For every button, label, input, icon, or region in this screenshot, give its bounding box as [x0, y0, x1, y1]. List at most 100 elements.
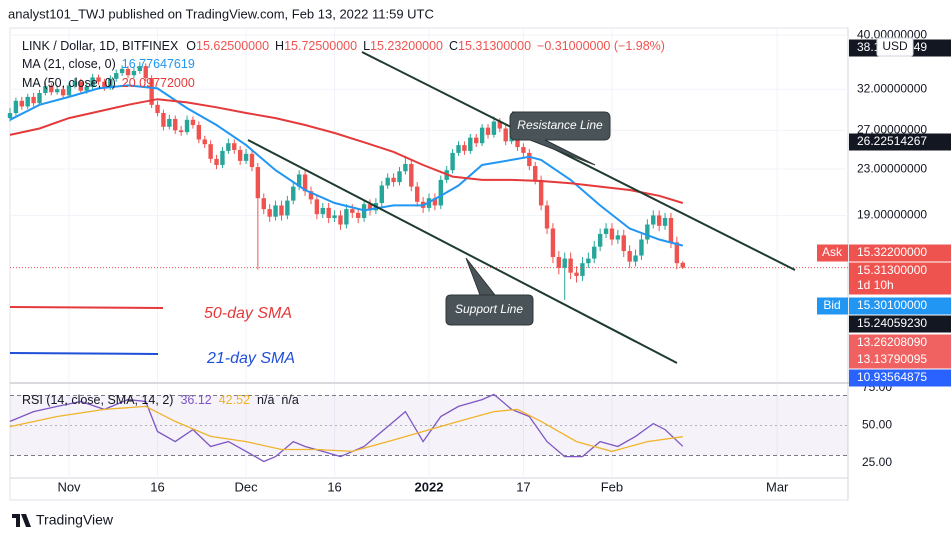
candle-body	[220, 150, 225, 165]
ohlc-value: 15.62500000	[196, 39, 269, 53]
flag-tag-label: Ask	[822, 245, 843, 259]
candle-body	[391, 177, 396, 183]
candle-body	[586, 258, 591, 264]
candle-body	[556, 257, 562, 268]
candle-body	[485, 127, 491, 135]
price-flag-label: 15.30100000	[857, 298, 927, 312]
price-flag-label: 1d 10h	[857, 278, 894, 292]
candle-body	[456, 145, 461, 153]
x-tick-label: Mar	[766, 479, 789, 494]
candle-body	[320, 207, 325, 215]
candle-body	[119, 68, 125, 74]
candle-body	[491, 121, 497, 135]
candle-body	[55, 89, 60, 93]
candle-body	[149, 78, 154, 105]
candle-body	[609, 228, 615, 240]
logo-mark	[12, 514, 31, 527]
candle-body	[173, 118, 178, 131]
price-flag-label: 15.24059230	[857, 316, 927, 330]
ohlc-value: 15.23200000	[370, 39, 443, 53]
candle-body	[249, 153, 255, 168]
price-axis: Nov 16 Dec 16 2022 17 Feb Mar40.0000000032.0000…	[57, 27, 951, 494]
candle-body	[397, 171, 402, 183]
candle-body	[285, 200, 290, 216]
ma-value: 20.09772000	[122, 76, 195, 90]
annotation: 21-day SMA	[206, 350, 295, 367]
price-flag	[849, 315, 951, 333]
x-tick-label: Dec	[234, 479, 258, 494]
candle-body	[603, 228, 609, 234]
candle-body	[108, 78, 113, 88]
x-tick-label: 16	[150, 479, 164, 494]
flag-tag	[817, 297, 848, 315]
candle-body	[527, 152, 532, 167]
candle-body	[615, 235, 621, 240]
x-tick-label: 16	[327, 479, 341, 494]
x-tick-label: 17	[516, 479, 530, 494]
candle-body	[350, 209, 355, 213]
candle-body	[167, 118, 172, 127]
price-flag-label: 15.31300000	[857, 263, 927, 277]
rsi-pane	[9, 393, 848, 463]
candle-body	[261, 198, 266, 210]
candle-body	[291, 186, 296, 201]
candle-body	[125, 68, 131, 76]
candle-body	[414, 186, 420, 202]
candle-body	[232, 143, 237, 150]
candle-body	[155, 104, 160, 114]
candle-body	[450, 152, 455, 171]
annotation: Resistance Line	[517, 118, 603, 132]
candle-body	[184, 119, 190, 133]
ohlc-value: 15.31300000	[458, 39, 531, 53]
candle-body	[497, 121, 503, 129]
footer-brand: TradingView	[36, 512, 114, 528]
flag-tag-label: Bid	[823, 298, 840, 312]
legend-line-21	[9, 352, 159, 355]
annotation: 50-day SMA	[204, 305, 292, 322]
y-tick-label: 27.00000000	[857, 123, 927, 137]
flag-tag	[817, 244, 848, 262]
candle-body	[568, 258, 573, 273]
rsi-name: RSI (14, close, SMA, 14, 2)	[22, 393, 173, 407]
candle-body	[379, 185, 384, 204]
candle-body	[627, 251, 632, 262]
candle-body	[43, 86, 48, 94]
candle-body	[344, 209, 349, 225]
candle-body	[143, 66, 148, 79]
candle-body	[550, 228, 556, 258]
candle-body	[521, 147, 526, 153]
candle-body	[662, 217, 668, 226]
candle-body	[367, 204, 373, 211]
candle-body	[639, 239, 644, 256]
ma-legend: MA (50, close, 0) 20.09772000	[22, 76, 195, 90]
candle-body	[308, 191, 314, 200]
candle-body	[597, 233, 603, 247]
candle-body	[243, 153, 249, 161]
price-flag	[849, 244, 951, 262]
candle-body	[161, 113, 166, 127]
rsi-value: n/a	[281, 393, 298, 407]
candle-body	[273, 205, 278, 217]
ma-legend: MA (21, close, 0) 16.77647619	[22, 57, 195, 71]
candle-body	[296, 174, 302, 187]
rsi-value: 42.52	[219, 393, 250, 407]
candle-body	[31, 96, 36, 104]
candle-body	[196, 125, 202, 140]
symbol-legend: LINK / Dollar, 1D, BITFINEX O15.62500000 H…	[22, 39, 665, 53]
candle-body	[255, 167, 261, 199]
candle-body	[651, 215, 656, 225]
rsi-line	[9, 405, 683, 453]
x-tick-label: 2022	[415, 479, 444, 494]
candle-body	[479, 127, 485, 144]
candle-body	[78, 81, 84, 91]
candle-body	[178, 130, 184, 133]
price-flag	[849, 334, 951, 352]
legend-line-50	[9, 306, 164, 309]
candle-body	[60, 89, 66, 96]
candle-body	[114, 73, 119, 79]
candle-body	[680, 262, 685, 268]
candle-body	[137, 66, 143, 71]
ma-name: MA (21, close, 0)	[22, 57, 116, 71]
candle-body	[503, 128, 508, 142]
